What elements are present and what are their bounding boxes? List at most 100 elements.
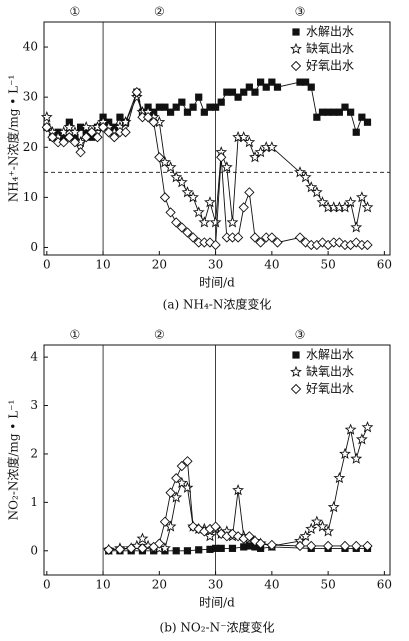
y-tick-label: 30	[23, 90, 38, 104]
x-tick-label: 50	[320, 578, 335, 592]
marker	[217, 544, 225, 552]
marker	[232, 484, 244, 496]
marker	[120, 127, 131, 138]
marker	[206, 545, 214, 553]
marker	[164, 520, 177, 532]
marker	[76, 123, 85, 131]
marker	[189, 103, 197, 111]
y-tick-label: 1	[30, 495, 38, 509]
y-tick-label: 0	[30, 240, 38, 254]
marker	[305, 522, 318, 535]
marker	[206, 103, 214, 111]
marker	[310, 186, 323, 198]
marker	[355, 433, 368, 445]
marker	[318, 108, 327, 116]
legend-label: 水解出水	[306, 348, 354, 362]
legend-marker	[290, 365, 302, 378]
legend-marker	[290, 60, 302, 72]
marker	[181, 481, 194, 493]
marker	[351, 540, 362, 552]
marker	[86, 127, 97, 138]
marker	[226, 216, 239, 228]
marker	[294, 540, 306, 552]
marker	[322, 525, 335, 537]
marker	[324, 108, 332, 116]
marker	[159, 156, 171, 168]
marker	[317, 237, 328, 248]
marker	[40, 110, 53, 123]
marker	[240, 543, 248, 551]
x-axis-label: 时间/d	[199, 276, 235, 290]
marker	[361, 201, 374, 213]
marker	[183, 108, 192, 116]
x-tick-label: 0	[43, 578, 51, 592]
marker	[114, 544, 126, 555]
marker	[178, 98, 186, 106]
marker	[339, 447, 351, 459]
marker	[245, 83, 253, 91]
marker	[272, 237, 283, 248]
marker	[155, 103, 163, 111]
marker	[344, 423, 357, 435]
x-tick-label: 30	[208, 578, 223, 592]
y-tick-label: 10	[23, 190, 38, 204]
marker	[131, 87, 142, 98]
marker	[227, 528, 238, 539]
marker	[165, 487, 176, 498]
marker	[347, 108, 355, 116]
legend-marker	[292, 351, 300, 359]
marker	[217, 98, 225, 106]
y-tick-label: 20	[23, 140, 38, 154]
marker	[300, 237, 311, 248]
legend-label: 好氧出水	[306, 59, 354, 73]
marker	[172, 547, 180, 555]
marker	[172, 103, 180, 111]
x-tick-label: 50	[320, 258, 335, 272]
chart-title: (b) NO₂-N⁻浓度变化	[160, 620, 275, 635]
marker	[176, 222, 187, 233]
marker	[232, 531, 244, 542]
legend-marker	[292, 28, 300, 36]
marker	[164, 161, 177, 173]
y-tick-label: 3	[30, 398, 38, 412]
marker	[170, 171, 183, 183]
marker	[170, 491, 183, 503]
x-tick-label: 60	[377, 578, 392, 592]
x-tick-label: 40	[264, 258, 279, 272]
marker	[266, 232, 277, 243]
marker	[361, 421, 374, 433]
chart-title: (a) NH₄-N浓度变化	[163, 297, 272, 312]
marker	[294, 232, 306, 243]
marker	[294, 166, 306, 178]
phase-label: ①	[70, 328, 81, 342]
marker	[313, 113, 321, 121]
marker	[116, 113, 124, 121]
marker	[268, 78, 276, 86]
marker	[175, 476, 188, 489]
marker	[244, 187, 255, 198]
marker	[195, 93, 203, 101]
x-tick-label: 40	[264, 578, 279, 592]
marker	[363, 118, 372, 126]
marker	[244, 531, 255, 542]
marker	[187, 232, 199, 243]
marker	[142, 112, 154, 123]
legend-label: 缺氧出水	[306, 41, 354, 56]
marker	[249, 535, 261, 547]
x-tick-label: 0	[43, 258, 51, 272]
marker	[316, 520, 329, 532]
marker	[327, 500, 340, 513]
marker	[200, 108, 208, 116]
legend-marker	[290, 42, 302, 55]
marker	[362, 239, 373, 251]
x-tick-label: 30	[208, 258, 223, 272]
marker	[307, 83, 315, 91]
marker	[228, 88, 237, 96]
marker	[210, 521, 221, 532]
marker	[195, 546, 203, 554]
marker	[171, 217, 182, 228]
marker	[334, 237, 345, 248]
marker	[192, 206, 205, 218]
marker	[81, 132, 92, 143]
